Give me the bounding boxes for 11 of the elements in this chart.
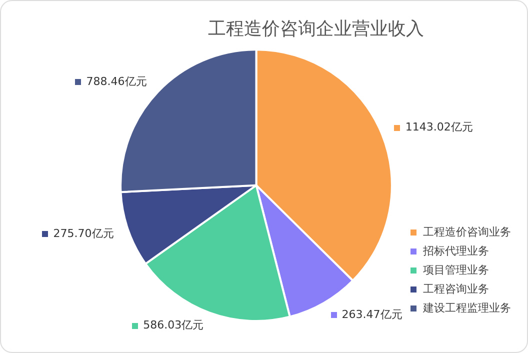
legend-label: 建设工程监理业务: [422, 301, 511, 314]
data-label: 275.70亿元: [53, 227, 114, 240]
legend-label: 招标代理业务: [422, 244, 489, 258]
chart-title: 工程造价咨询企业营业收入: [208, 18, 424, 40]
data-label: 586.03亿元: [143, 318, 204, 332]
legend-label: 工程造价咨询业务: [423, 225, 511, 238]
data-label: 263.47亿元: [342, 308, 402, 321]
data-label: 1143.02亿元: [405, 120, 473, 134]
legend-label: 工程咨询业务: [423, 282, 489, 296]
data-label: 788.46亿元: [86, 74, 147, 88]
legend-label: 项目管理业务: [423, 263, 489, 276]
